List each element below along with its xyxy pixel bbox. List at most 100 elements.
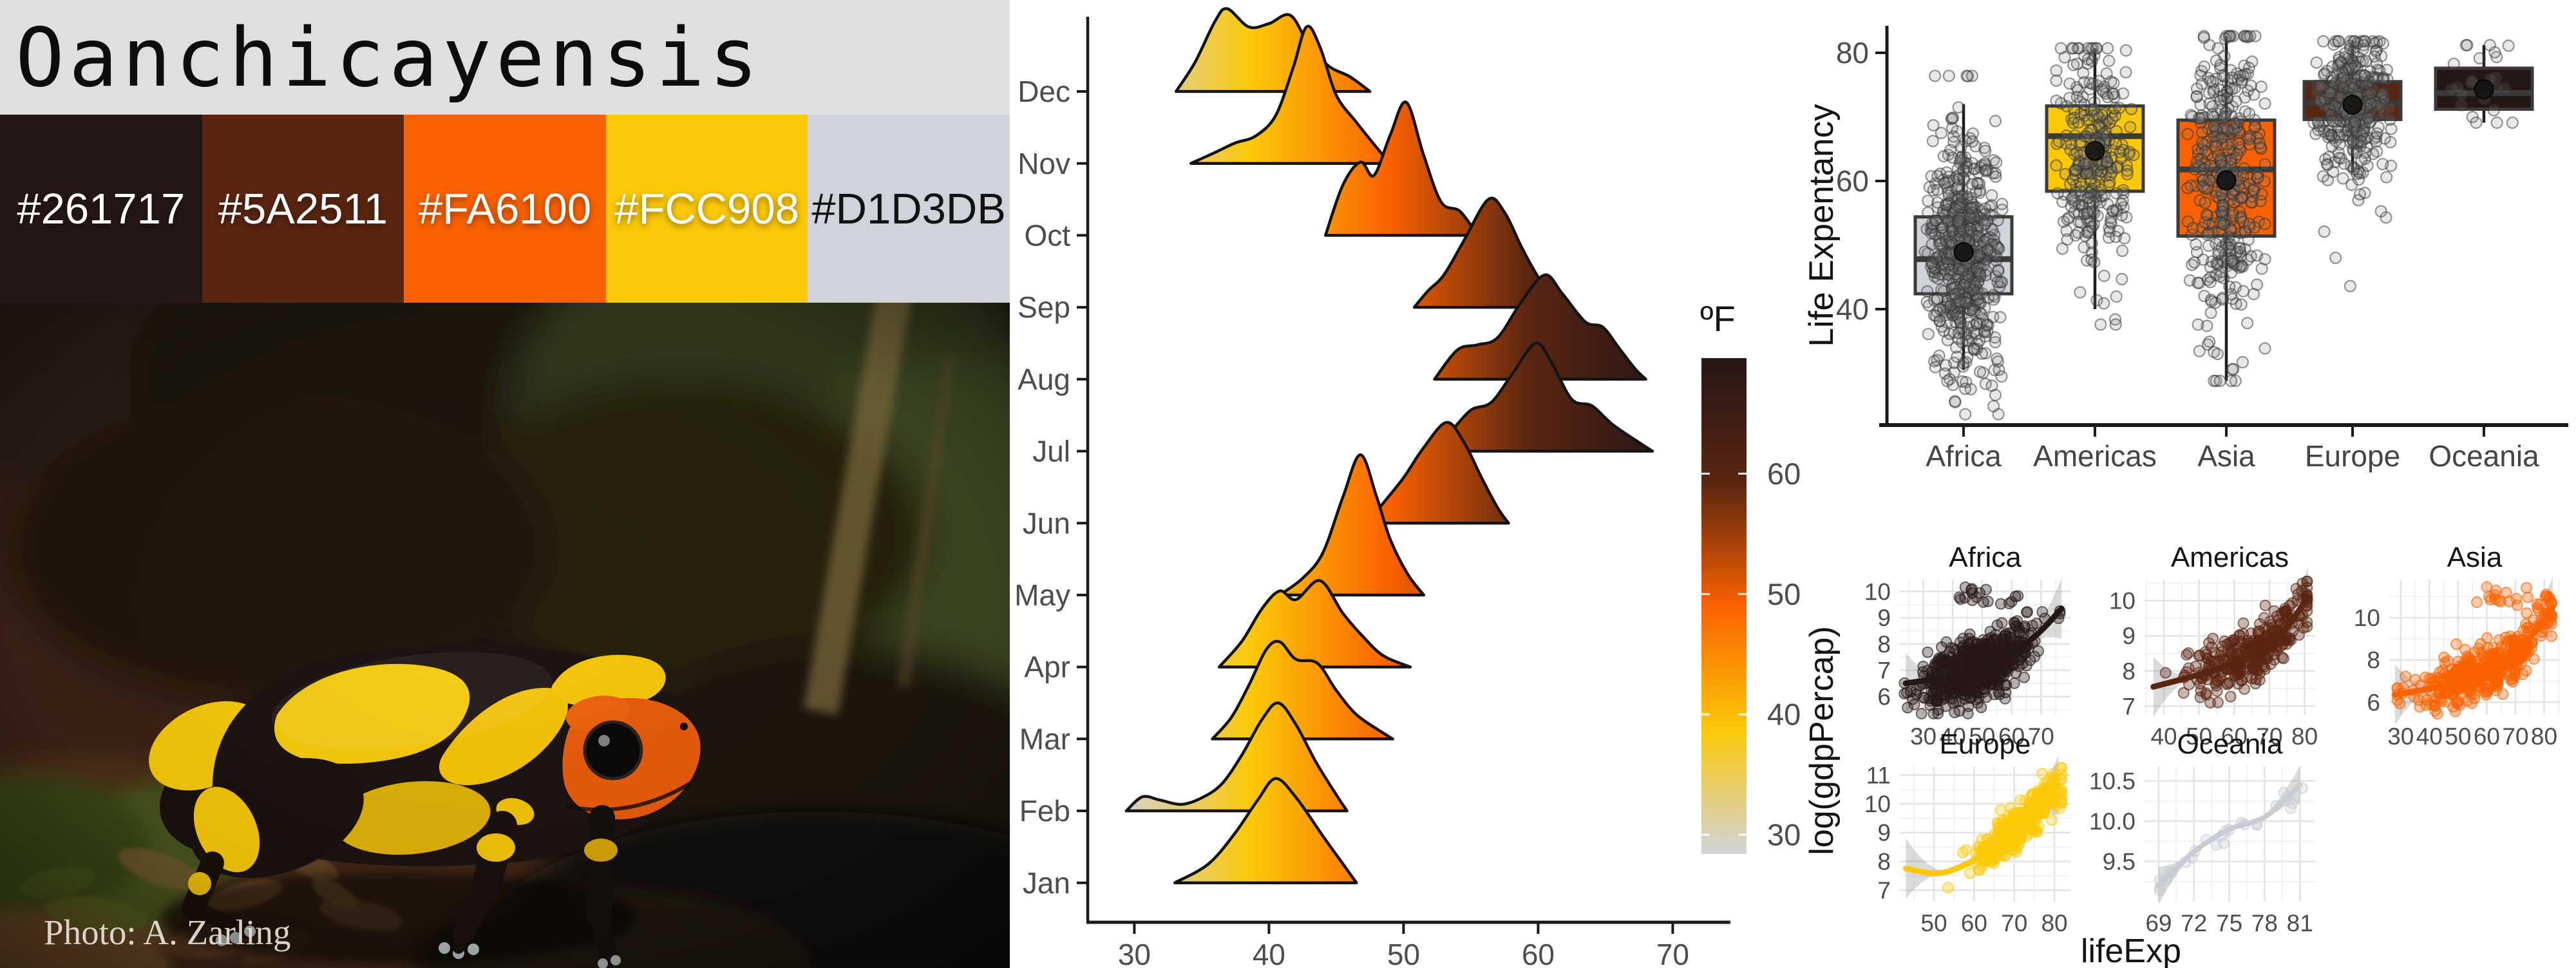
svg-text:40: 40: [1940, 723, 1966, 750]
svg-text:50: 50: [2445, 723, 2471, 750]
jitter-Asia: [2181, 30, 2271, 388]
svg-text:10: 10: [1864, 791, 1891, 817]
ridge-May: [1278, 453, 1426, 597]
facet-x-axis-label: lifeExp: [2081, 933, 2181, 968]
ridge-Jan: [1173, 777, 1358, 884]
boxplot-y-axis-label: Life Expentancy: [1807, 104, 1841, 347]
swatch-hex-label: #FA6100: [418, 184, 592, 233]
photo-credit: Photo: A. Zarling: [44, 913, 291, 952]
ridgeline-panel: Dec Nov Oct Sep Aug Jul Jun May Apr Mar Feb Jan 30 40…: [1010, 0, 1807, 968]
svg-text:70: 70: [2502, 723, 2528, 750]
lifeexp-charts: 40 60 80 Life Expentancy Africa Americas Asia E…: [1807, 26, 2568, 968]
svg-text:8: 8: [2367, 647, 2380, 674]
month-label-Jun: Jun: [1023, 506, 1070, 540]
frog-photo: Photo: A. Zarling: [0, 303, 1010, 968]
svg-text:9.5: 9.5: [2103, 848, 2136, 875]
frog-illustration: [0, 303, 1010, 968]
svg-text:10: 10: [2354, 605, 2380, 631]
ridge-Jun: [1365, 421, 1510, 525]
ridge-Mar: [1211, 640, 1394, 741]
svg-text:60: 60: [1998, 723, 2025, 750]
ridge-Dec: [1174, 7, 1372, 93]
ridgeline-x-tick: 50: [1387, 938, 1420, 968]
legend-tick: 40: [1767, 698, 1801, 732]
svg-text:80: 80: [2531, 723, 2557, 750]
svg-text:10.5: 10.5: [2089, 768, 2136, 794]
temperature-legend: ºF 60 50 40 30: [1700, 298, 1801, 854]
svg-text:9: 9: [2122, 623, 2136, 649]
month-label-May: May: [1014, 578, 1070, 612]
svg-text:6: 6: [2367, 689, 2380, 716]
swatch-hex-label: #D1D3DB: [811, 184, 1006, 233]
ridge-Jul: [1428, 341, 1654, 453]
svg-text:9: 9: [1877, 820, 1891, 846]
trend-Oceania: [2155, 782, 2303, 888]
svg-text:6: 6: [1877, 683, 1891, 710]
ridgeline-x-tick: 40: [1253, 938, 1285, 968]
svg-text:60: 60: [2474, 723, 2500, 750]
ridgeline-axes: Dec Nov Oct Sep Aug Jul Jun May Apr Mar Feb Jan 30 40…: [1014, 17, 1730, 968]
palette-title-bar: Oanchicayensis: [0, 0, 1010, 115]
palette-title: Oanchicayensis: [15, 10, 763, 105]
svg-text:9: 9: [1877, 605, 1891, 631]
swatch-D1D3DB: #D1D3DB: [808, 115, 1010, 303]
month-label-Dec: Dec: [1018, 75, 1070, 108]
svg-text:75: 75: [2216, 910, 2242, 936]
svg-text:10: 10: [2109, 588, 2136, 614]
svg-text:70: 70: [2001, 910, 2027, 936]
swatch-5A2511: #5A2511: [202, 115, 404, 303]
svg-text:69: 69: [2145, 910, 2172, 936]
trend-Asia: [2392, 604, 2556, 698]
facet-title-Europe: Europe: [1940, 728, 2031, 760]
ridge-Nov: [1189, 24, 1392, 165]
svg-text:8: 8: [1877, 631, 1891, 658]
stats-panel: 40 60 80 Life Expentancy Africa Americas Asia E…: [1807, 0, 2576, 968]
boxplot-y-tick: 60: [1836, 164, 1869, 198]
month-label-Apr: Apr: [1024, 650, 1070, 684]
month-label-Feb: Feb: [1019, 794, 1070, 828]
month-label-Sep: Sep: [1018, 290, 1070, 324]
month-label-Aug: Aug: [1018, 363, 1070, 396]
palette-card: Oanchicayensis #261717 #5A2511 #FA6100 #FCC…: [0, 0, 1010, 968]
swatch-FA6100: #FA6100: [404, 115, 606, 303]
ridgeline-x-tick: 30: [1118, 938, 1151, 968]
swatch-261717: #261717: [0, 115, 202, 303]
month-label-Jul: Jul: [1032, 435, 1070, 468]
svg-text:80: 80: [2291, 723, 2318, 750]
boxplot-y-tick: 80: [1836, 36, 1869, 70]
facet-Europe: Europe 50 60 70 80 789 10 11: [1864, 728, 2070, 936]
svg-text:70: 70: [2028, 723, 2054, 750]
svg-text:30: 30: [2387, 723, 2414, 750]
mean-dot-Americas: [2085, 140, 2105, 161]
palette-swatches: #261717 #5A2511 #FA6100 #FCC908 #D1D3DB: [0, 115, 1010, 303]
jitter-Europe: [2307, 35, 2398, 292]
svg-text:81: 81: [2287, 910, 2313, 936]
points-Asia: [2391, 581, 2558, 720]
ridges: [1124, 7, 1654, 884]
svg-text:30: 30: [1910, 723, 1937, 750]
mean-dot-Europe: [2342, 95, 2363, 115]
category-label-Africa: Africa: [1926, 439, 2002, 473]
ridge-Aug: [1433, 273, 1647, 381]
facet-title-Oceania: Oceania: [2177, 728, 2283, 760]
jitter-Americas: [2050, 42, 2140, 331]
facet-title-Africa: Africa: [1949, 542, 2022, 573]
facet-title-Americas: Americas: [2171, 542, 2289, 573]
svg-text:72: 72: [2181, 910, 2207, 936]
svg-text:8: 8: [1877, 848, 1891, 875]
svg-text:7: 7: [2122, 693, 2136, 719]
points-Africa: [1899, 581, 2066, 719]
ridgeline-x-tick: 60: [1522, 938, 1555, 968]
svg-text:50: 50: [1969, 723, 1995, 750]
swatch-FCC908: #FCC908: [605, 115, 808, 303]
svg-text:50: 50: [1920, 910, 1947, 936]
swatch-hex-label: #261717: [17, 184, 185, 233]
category-label-Americas: Americas: [2033, 439, 2157, 473]
month-label-Oct: Oct: [1024, 219, 1070, 252]
facet-y-axis-label: log(gdpPercap): [1807, 626, 1841, 855]
facet-Asia: Asia 30 40 50 60 70 80 6 8 10: [2354, 542, 2560, 750]
mean-dot-Oceania: [2474, 79, 2494, 100]
trend-Africa: [1902, 605, 2065, 687]
